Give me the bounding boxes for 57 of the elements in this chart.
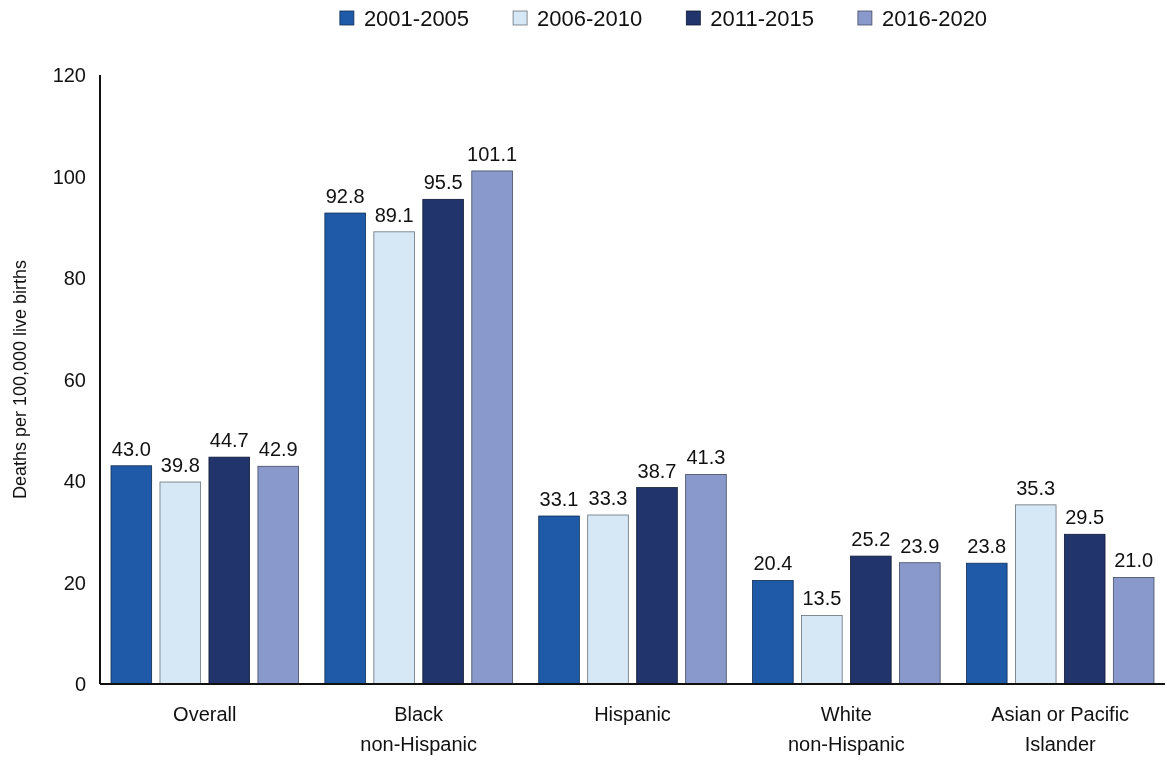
bar [422, 198, 464, 685]
bar [373, 231, 415, 685]
data-label: 25.2 [851, 528, 891, 551]
data-label: 38.7 [637, 459, 677, 482]
bar [636, 487, 678, 685]
data-label: 44.7 [209, 429, 249, 452]
bar [324, 212, 366, 685]
y-tick-label: 0 [74, 673, 86, 695]
y-tick-label: 40 [63, 470, 86, 492]
y-tick-label: 100 [52, 165, 86, 188]
data-label: 41.3 [686, 446, 726, 469]
bar [1015, 504, 1057, 685]
data-label: 23.8 [967, 535, 1007, 558]
bar [208, 456, 250, 685]
bar [801, 615, 843, 685]
bar [471, 170, 513, 685]
legend-label: 2001-2005 [363, 5, 470, 31]
data-label: 33.1 [539, 488, 579, 511]
bar [257, 465, 299, 685]
data-label: 89.1 [374, 203, 414, 226]
data-label: 13.5 [802, 587, 842, 610]
legend-label: 2006-2010 [537, 5, 643, 31]
bar [538, 515, 580, 685]
y-tick-label: 120 [52, 64, 86, 86]
y-tick-label: 60 [63, 368, 86, 391]
bar [850, 555, 892, 685]
bar [966, 562, 1008, 685]
bar [110, 465, 153, 685]
legend-label: 2011-2015 [710, 5, 814, 31]
data-label: 95.5 [423, 171, 463, 194]
bar [899, 562, 941, 685]
data-label: 92.8 [325, 185, 365, 208]
x-tick-label: Black non-Hispanic [360, 703, 478, 755]
x-tick-label: Hispanic [594, 703, 671, 725]
data-label: 21.0 [1114, 549, 1154, 572]
bar [752, 580, 794, 685]
legend-label: 2016-2020 [881, 5, 988, 31]
data-label: 23.9 [900, 534, 940, 557]
y-axis-title: Deaths per 100,000 live births [10, 259, 30, 500]
data-label: 29.5 [1065, 506, 1105, 529]
x-tick-label: White non-Hispanic [787, 703, 905, 755]
x-tick-label: Asian or Pacific Islander [991, 703, 1130, 755]
data-label: 39.8 [160, 454, 200, 477]
bar [587, 514, 629, 685]
bar [159, 481, 202, 685]
data-label: 101.1 [467, 142, 518, 165]
bar [685, 474, 727, 685]
data-label: 33.3 [588, 487, 628, 509]
y-tick-label: 20 [63, 571, 86, 594]
data-label: 35.3 [1016, 476, 1056, 499]
bar [1112, 577, 1155, 685]
data-label: 20.4 [753, 552, 793, 575]
bar [1063, 533, 1106, 685]
y-tick-label: 80 [63, 267, 86, 289]
data-label: 43.0 [111, 437, 151, 460]
data-label: 42.9 [258, 438, 298, 461]
x-tick-label: Overall [173, 703, 237, 725]
